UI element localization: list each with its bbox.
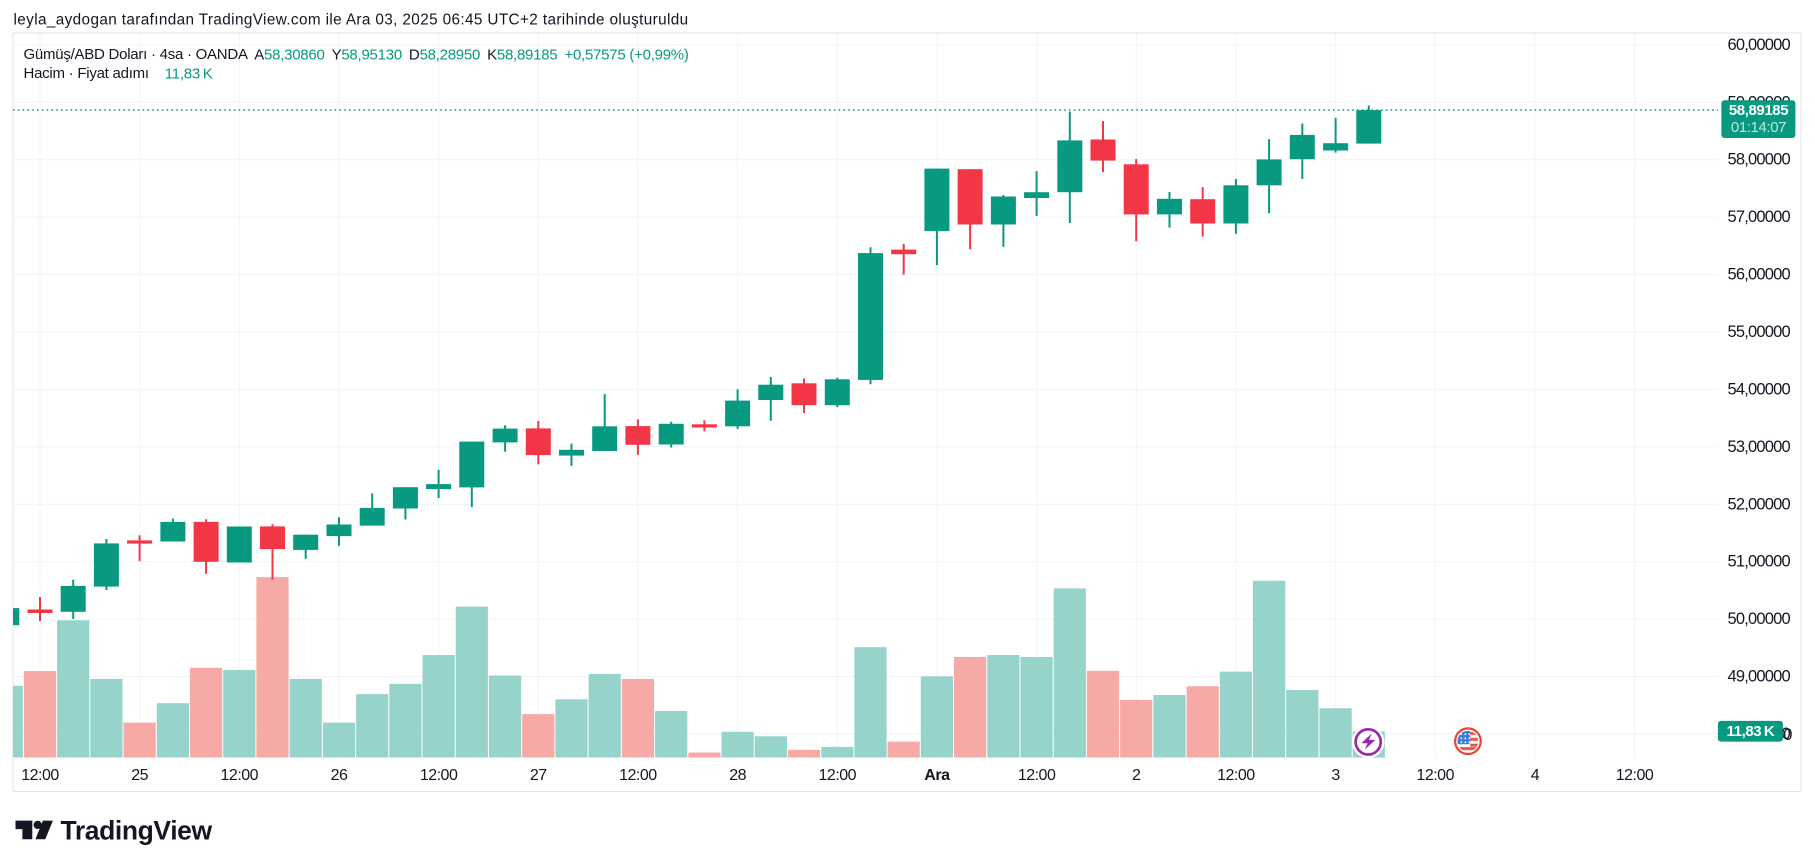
svg-text:12:00: 12:00 [420, 767, 458, 784]
svg-text:12:00: 12:00 [1416, 767, 1454, 784]
svg-text:Gümüş/ABD Doları · 4sa · OANDA: Gümüş/ABD Doları · 4sa · OANDA A58,30860 Y… [24, 46, 689, 63]
svg-text:12:00: 12:00 [1217, 767, 1255, 784]
svg-text:Ara: Ara [924, 767, 950, 784]
svg-text:28: 28 [729, 767, 746, 784]
svg-text:12:00: 12:00 [21, 767, 59, 784]
svg-text:11,83 K: 11,83 K [1727, 723, 1775, 740]
svg-text:12:00: 12:00 [1616, 767, 1654, 784]
svg-text:58,89185: 58,89185 [1729, 102, 1788, 119]
svg-text:4: 4 [1531, 767, 1540, 784]
svg-text:49,00000: 49,00000 [1728, 668, 1791, 686]
svg-text:58,00000: 58,00000 [1728, 151, 1791, 169]
svg-text:25: 25 [131, 767, 148, 784]
svg-text:50,00000: 50,00000 [1728, 610, 1791, 628]
svg-text:leyla_aydogan tarafından Tradi: leyla_aydogan tarafından TradingView.com… [14, 11, 689, 28]
svg-text:2: 2 [1132, 767, 1141, 784]
svg-text:56,00000: 56,00000 [1728, 266, 1791, 284]
svg-text:12:00: 12:00 [221, 767, 259, 784]
svg-text:12:00: 12:00 [1018, 767, 1056, 784]
svg-text:53,00000: 53,00000 [1728, 438, 1791, 456]
svg-text:51,00000: 51,00000 [1728, 553, 1791, 571]
svg-text:54,00000: 54,00000 [1728, 380, 1791, 398]
svg-text:12:00: 12:00 [619, 767, 657, 784]
svg-text:60,00000: 60,00000 [1728, 36, 1791, 54]
svg-text:57,00000: 57,00000 [1728, 208, 1791, 226]
svg-text:27: 27 [530, 767, 547, 784]
svg-text:0: 0 [1783, 726, 1792, 744]
svg-text:12:00: 12:00 [819, 767, 857, 784]
svg-text:01:14:07: 01:14:07 [1731, 119, 1786, 136]
svg-text:26: 26 [331, 767, 348, 784]
svg-text:55,00000: 55,00000 [1728, 323, 1791, 341]
svg-text:TradingView: TradingView [61, 816, 213, 846]
svg-text:52,00000: 52,00000 [1728, 495, 1791, 513]
svg-text:3: 3 [1331, 767, 1340, 784]
